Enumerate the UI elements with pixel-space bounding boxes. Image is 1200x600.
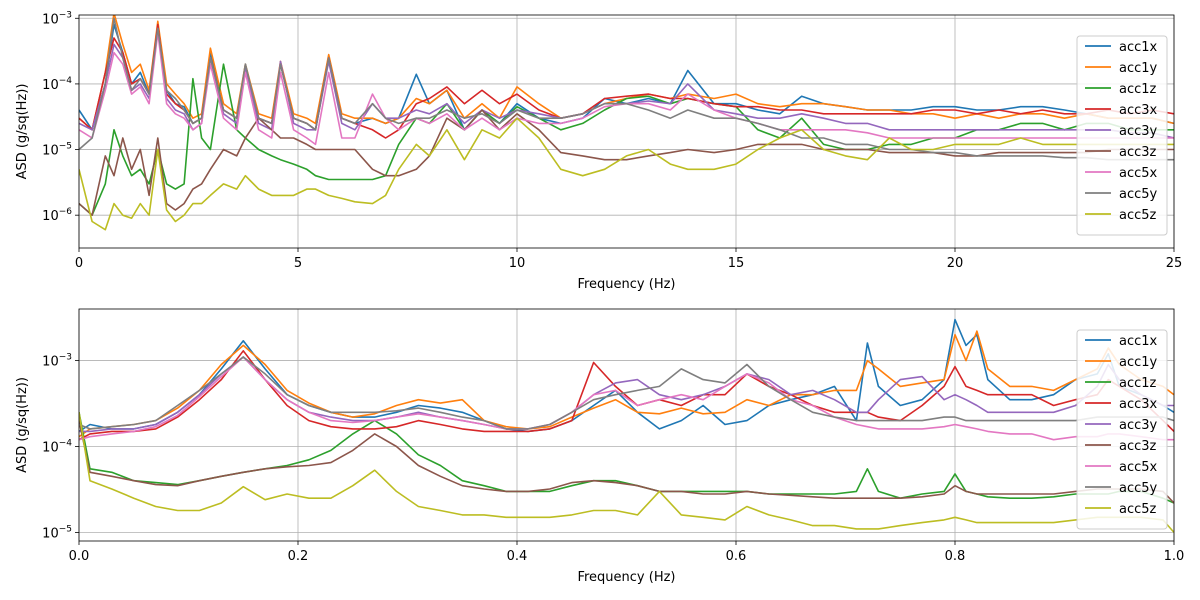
y-tick-label: 10−5 (42, 524, 72, 541)
series-line-acc5y (79, 356, 1174, 430)
grid (78, 15, 1175, 248)
x-tick-label: 0.2 (288, 549, 309, 564)
legend-label-acc3z: acc3z (1119, 439, 1157, 454)
x-tick-label: 1.0 (1164, 549, 1185, 564)
legend-label-acc1x: acc1x (1119, 334, 1158, 349)
x-axis-label: Frequency (Hz) (577, 277, 675, 292)
y-tick-label: 10−4 (42, 76, 72, 93)
x-tick-label: 0.8 (945, 549, 966, 564)
legend-label-acc3x: acc3x (1119, 397, 1158, 412)
x-axis-label: Frequency (Hz) (577, 570, 675, 585)
y-tick-label: 10−6 (42, 207, 72, 224)
axes-frame (78, 308, 1175, 542)
series-line-acc3y (79, 27, 1174, 139)
series-line-acc5y (79, 17, 1174, 161)
y-axis-label: ASD (g/sq(Hz)) (15, 84, 30, 180)
y-tick-label: 10−3 (42, 353, 72, 370)
legend-label-acc5z: acc5z (1119, 208, 1157, 223)
x-tick-label: 0.6 (726, 549, 747, 564)
legend: acc1x acc1y acc1z acc3x acc3y acc3z acc5x acc5y… (1076, 35, 1168, 236)
axes-frame (78, 14, 1175, 249)
legend-label-acc1x: acc1x (1119, 40, 1158, 55)
series-line-acc1y (79, 330, 1174, 438)
legend-box (1076, 329, 1168, 530)
series-line-acc3z (79, 420, 1174, 504)
legend-label-acc5x: acc5x (1119, 166, 1158, 181)
x-tick-label: 5 (294, 256, 302, 271)
legend-label-acc1z: acc1z (1119, 376, 1157, 391)
y-axis-label: ASD (g/sq(Hz)) (15, 377, 30, 473)
x-tick-label: 0 (75, 256, 83, 271)
legend-label-acc3z: acc3z (1119, 145, 1157, 160)
legend-label-acc3x: acc3x (1119, 103, 1158, 118)
x-tick-label: 20 (947, 256, 964, 271)
series-group (79, 318, 1174, 533)
top-panel: 0 5 10 15 20 25 10−6 10−5 10−4 10−3 Frequency (Hz)… (15, 10, 1182, 292)
legend-label-acc5x: acc5x (1119, 460, 1158, 475)
series-group (79, 15, 1174, 231)
series-line-acc5z (79, 412, 1174, 533)
x-tick-label: 15 (728, 256, 745, 271)
bottom-panel: 0.0 0.2 0.4 0.6 0.8 1.0 10−5 10−4 10−3 Frequency … (15, 308, 1185, 585)
series-line-acc5x (79, 31, 1174, 146)
x-tick-label: 25 (1166, 256, 1183, 271)
series-line-acc5z (79, 117, 1174, 231)
y-tick-label: 10−3 (42, 10, 72, 27)
x-tick-label: 0.4 (507, 549, 528, 564)
legend-label-acc1z: acc1z (1119, 82, 1157, 97)
legend-label-acc5z: acc5z (1119, 502, 1157, 517)
x-tick-label: 0.0 (69, 549, 90, 564)
legend-label-acc3y: acc3y (1119, 124, 1158, 139)
x-tick-label: 10 (509, 256, 526, 271)
legend-label-acc5y: acc5y (1119, 481, 1158, 496)
series-line-acc5x (79, 356, 1174, 441)
legend-label-acc5y: acc5y (1119, 187, 1158, 202)
legend-label-acc3y: acc3y (1119, 418, 1158, 433)
legend-box (1076, 35, 1168, 236)
legend: acc1x acc1y acc1z acc3x acc3y acc3z acc5x acc5y… (1076, 329, 1168, 530)
legend-label-acc1y: acc1y (1119, 355, 1158, 370)
series-line-acc1x (79, 318, 1174, 433)
legend-label-acc1y: acc1y (1119, 61, 1158, 76)
y-tick-label: 10−4 (42, 438, 72, 455)
y-tick-label: 10−5 (42, 142, 72, 159)
